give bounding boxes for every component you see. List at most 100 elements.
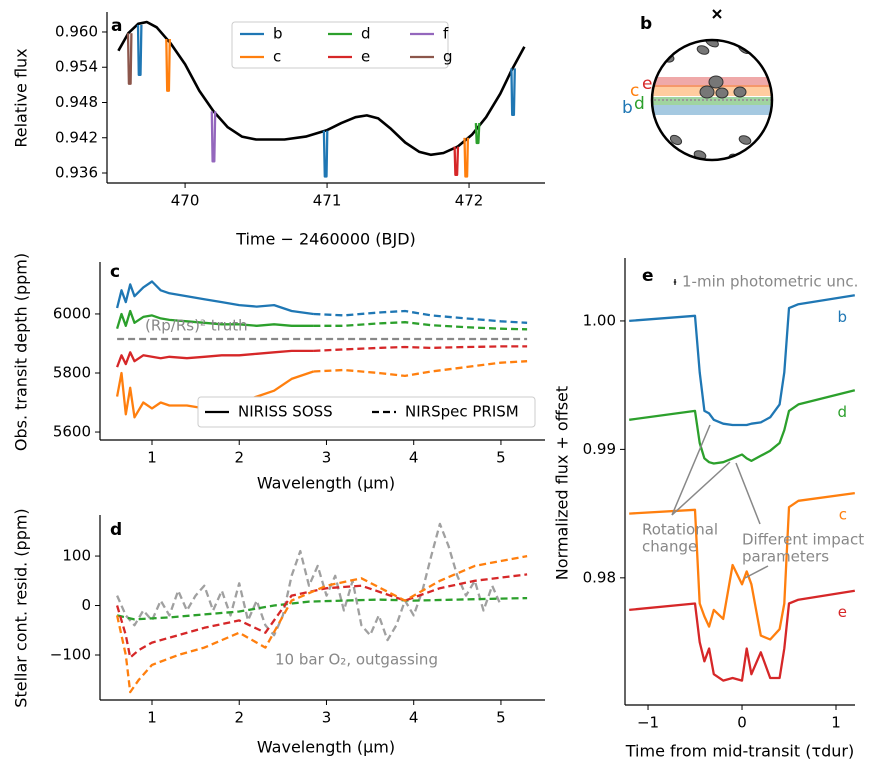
band-label: e: [642, 74, 652, 94]
band-d: [652, 97, 772, 105]
y-axis-label: Stellar cont. resid. (ppm): [12, 508, 31, 707]
y-axis-label: Relative flux: [12, 48, 31, 147]
panel: 470 471 472 0.936 0.942 0.948 0.954 0.960 a Time …: [12, 12, 545, 249]
x-tick-label: 1: [147, 449, 157, 467]
band-label: b: [622, 98, 633, 118]
y-tick-label: 0.954: [55, 58, 98, 76]
x-axis-label: Time from mid-transit (τdur): [625, 742, 854, 761]
x-tick-label: 471: [313, 192, 342, 210]
panel-b: b c e b d: [622, 9, 774, 162]
series-line: [313, 309, 528, 324]
x-tick-label: 1: [147, 709, 157, 727]
series-line: [629, 589, 855, 682]
x-tick-label: 3: [322, 709, 332, 727]
series-line: [115, 309, 314, 330]
y-tick-label: 0.960: [55, 22, 98, 40]
legend-label: f: [443, 25, 449, 43]
legend-label: NIRISS SOSS: [238, 403, 333, 421]
panel-label: e: [642, 266, 654, 286]
series-line: [313, 321, 528, 331]
x-tick-label: 4: [409, 709, 419, 727]
legend-box: [231, 21, 449, 69]
series-line: [115, 280, 314, 316]
x-tick-label: 1: [831, 714, 841, 732]
y-tick-label: 0: [81, 596, 91, 614]
x-tick-label: 5: [496, 709, 506, 727]
series-line: [115, 370, 314, 419]
legend-label: d: [361, 25, 371, 43]
series-line: [115, 554, 528, 694]
x-tick-label: 3: [322, 449, 332, 467]
legend-label: g: [443, 48, 453, 66]
y-tick-label: 100: [62, 547, 91, 565]
x-tick-label: 470: [171, 192, 200, 210]
y-tick-label: 0.99: [583, 440, 616, 458]
legend-box: [197, 396, 536, 428]
series-label: b: [837, 308, 847, 326]
series-line: [210, 111, 217, 163]
y-axis-label: Normalized flux + offset: [553, 386, 572, 580]
y-tick-label: 1.00: [583, 311, 616, 329]
series-line: [116, 522, 502, 642]
panel-label: a: [111, 16, 122, 36]
panel: 1 2 3 4 5 −100 0 100 d Wavelength (µm) Stellar con…: [12, 508, 545, 757]
series-label: d: [837, 403, 847, 421]
band-b: [652, 105, 772, 115]
series-line: [629, 491, 855, 641]
panel: 1 2 3 4 5 5600 5800 6000 c Wavelength (µm) Obs. tr…: [12, 253, 545, 493]
legend-label: c: [273, 48, 281, 66]
annotation: Rotational: [642, 521, 718, 539]
x-tick-label: 472: [455, 192, 484, 210]
series-line: [629, 294, 855, 427]
annotation-arrow: [671, 461, 731, 516]
y-tick-label: 0.936: [55, 164, 98, 182]
panel-label: c: [110, 262, 120, 282]
band-label: c: [630, 81, 639, 101]
annotation-arrow: [671, 424, 711, 516]
series-line: [453, 146, 460, 176]
annotation: (Rp/Rs)² truth: [145, 317, 248, 335]
series-line: [313, 360, 528, 378]
panel-label: b: [640, 14, 652, 34]
legend-label: NIRSpec PRISM: [405, 403, 519, 421]
x-tick-label: 2: [234, 449, 244, 467]
legend-label: e: [361, 48, 370, 66]
y-tick-label: 5600: [53, 423, 91, 441]
y-tick-label: 5800: [53, 363, 91, 381]
y-axis-label: Obs. transit depth (ppm): [12, 253, 31, 451]
annotation-arrow: [735, 462, 761, 525]
x-tick-label: 4: [409, 449, 419, 467]
legend-label: b: [273, 25, 283, 43]
series-line: [116, 596, 528, 621]
x-tick-label: 5: [496, 449, 506, 467]
annotation: 1-min photometric unc.: [682, 273, 858, 291]
pole-mark: [712, 9, 722, 19]
y-tick-label: 0.942: [55, 128, 98, 146]
y-tick-label: −100: [50, 645, 91, 663]
x-tick-label: −1: [637, 714, 659, 732]
error-dot: [673, 280, 677, 284]
series-line: [115, 573, 528, 659]
annotation: Different impact: [742, 531, 864, 549]
series-label: c: [839, 506, 847, 524]
series-line: [126, 33, 133, 85]
annotation: 10 bar O₂, outgassing: [275, 651, 438, 669]
series-label: e: [838, 603, 847, 621]
series-line: [136, 24, 516, 178]
x-axis-label: Wavelength (µm): [257, 738, 395, 757]
y-tick-label: 6000: [53, 304, 91, 322]
x-axis-label: Time − 2460000 (BJD): [235, 230, 416, 249]
y-tick-label: 0.948: [55, 93, 98, 111]
panel: −1 0 1 0.98 0.99 1.00 e Time from mid-transit (…: [553, 258, 864, 761]
series-line: [116, 349, 314, 368]
x-tick-label: 2: [234, 709, 244, 727]
y-tick-label: 0.98: [583, 568, 616, 586]
x-axis-label: Wavelength (µm): [257, 474, 395, 493]
series-line: [165, 38, 470, 178]
annotation: change: [642, 538, 697, 556]
annotation-arrow: [744, 565, 769, 579]
star-disk: [650, 38, 774, 162]
panel-label: d: [110, 520, 122, 540]
band-label: d: [634, 94, 645, 114]
